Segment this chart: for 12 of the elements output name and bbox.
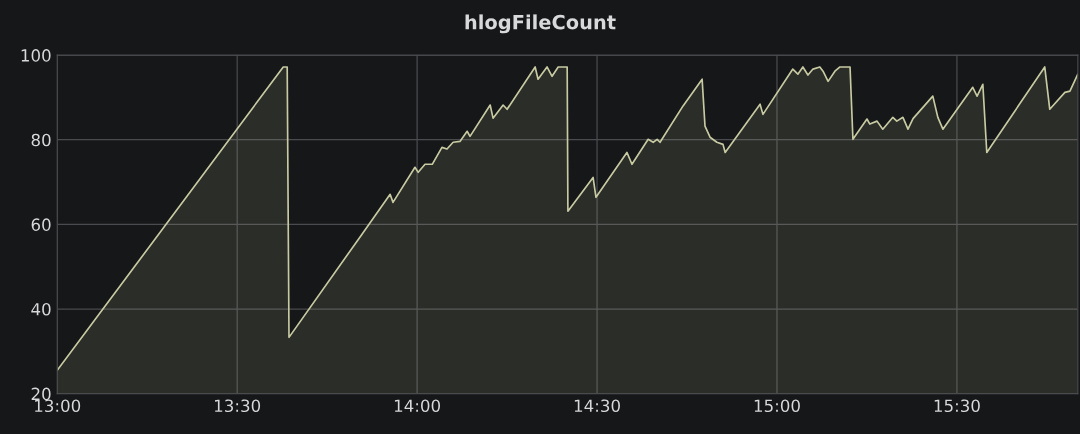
chart-title: hlogFileCount (465, 14, 616, 34)
y-tick-label: 100 (21, 49, 51, 62)
x-tick-label: 14:30 (574, 399, 620, 413)
x-tick-label: 15:30 (934, 399, 980, 413)
y-tick-label: 80 (31, 133, 51, 147)
y-tick-label: 40 (31, 302, 51, 316)
x-tick-label: 14:00 (394, 399, 441, 413)
y-tick-label: 60 (31, 218, 51, 231)
y-tick-label: 20 (31, 387, 51, 401)
x-tick-label: 13:00 (35, 399, 81, 413)
x-tick-label: 15:00 (754, 399, 800, 413)
x-tick-label: 13:30 (214, 399, 261, 413)
